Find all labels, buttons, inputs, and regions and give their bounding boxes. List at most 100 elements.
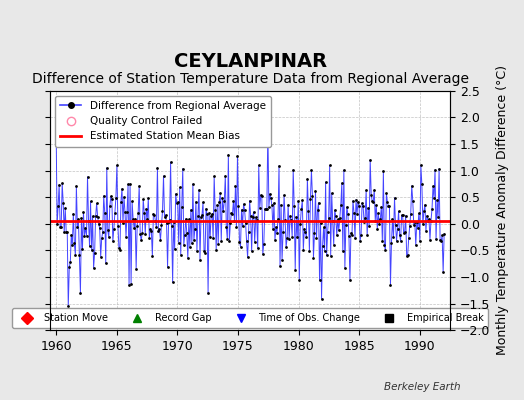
- Point: [377, 204, 386, 210]
- Point: [215, 199, 223, 206]
- Point: [345, 233, 353, 239]
- Point: [422, 228, 430, 234]
- Point: [426, 236, 434, 243]
- Point: [347, 230, 355, 236]
- Point: [392, 238, 401, 244]
- Point: [118, 186, 126, 192]
- Point: [296, 221, 304, 227]
- Point: [303, 176, 312, 182]
- Point: [233, 153, 242, 159]
- Point: [191, 226, 199, 232]
- Point: [190, 237, 198, 243]
- Point: [178, 204, 186, 210]
- Point: [344, 211, 352, 218]
- Point: [203, 211, 211, 217]
- Point: [398, 212, 407, 218]
- Text: Difference of Station Temperature Data from Regional Average: Difference of Station Temperature Data f…: [31, 72, 468, 86]
- Text: CEYLANPINAR: CEYLANPINAR: [173, 52, 326, 72]
- Point: [242, 220, 250, 226]
- Point: [104, 227, 112, 234]
- Point: [280, 192, 288, 198]
- Point: [401, 212, 410, 219]
- Point: [264, 126, 272, 132]
- Point: [359, 203, 367, 210]
- Point: [285, 236, 293, 242]
- Point: [113, 162, 121, 168]
- Point: [91, 213, 100, 220]
- Point: [385, 203, 394, 209]
- Point: [52, 125, 60, 131]
- Point: [420, 208, 428, 215]
- Point: [70, 240, 79, 246]
- Point: [208, 211, 216, 217]
- Point: [228, 211, 237, 218]
- Point: [171, 190, 180, 197]
- Point: [313, 207, 322, 214]
- Point: [256, 204, 264, 211]
- Point: [194, 212, 202, 219]
- Point: [245, 197, 254, 204]
- Point: [166, 216, 174, 223]
- Point: [214, 241, 222, 248]
- Point: [202, 206, 210, 212]
- Point: [159, 173, 168, 179]
- Point: [302, 234, 311, 240]
- Point: [259, 240, 268, 247]
- Point: [372, 202, 380, 208]
- Point: [321, 179, 330, 185]
- Point: [78, 246, 86, 252]
- Point: [112, 194, 120, 201]
- Point: [388, 216, 397, 222]
- Point: [363, 232, 372, 238]
- Point: [181, 232, 189, 238]
- Point: [427, 217, 435, 224]
- Point: [131, 216, 139, 222]
- Point: [307, 167, 315, 174]
- Point: [351, 234, 359, 241]
- Point: [243, 238, 251, 245]
- Point: [408, 182, 416, 189]
- Point: [107, 196, 116, 202]
- Point: [144, 195, 152, 201]
- Point: [429, 183, 437, 190]
- Point: [301, 229, 310, 236]
- Point: [354, 198, 362, 205]
- Point: [119, 220, 127, 226]
- Point: [410, 222, 418, 228]
- Point: [234, 203, 243, 209]
- Point: [162, 220, 171, 226]
- Point: [425, 216, 433, 222]
- Point: [115, 244, 123, 251]
- Point: [182, 216, 190, 222]
- Point: [66, 259, 74, 266]
- Point: [92, 200, 101, 207]
- Point: [383, 199, 391, 205]
- Point: [424, 218, 432, 224]
- Point: [376, 216, 385, 222]
- Point: [83, 174, 92, 180]
- Point: [248, 214, 257, 220]
- Point: [173, 199, 182, 205]
- Point: [362, 187, 370, 194]
- Point: [278, 256, 286, 263]
- Point: [288, 234, 297, 240]
- Point: [145, 235, 154, 241]
- Point: [230, 218, 238, 224]
- Point: [102, 260, 110, 266]
- Point: [371, 218, 379, 224]
- Point: [63, 229, 71, 236]
- Point: [141, 231, 149, 237]
- Point: [74, 216, 83, 223]
- Point: [287, 217, 296, 223]
- Point: [364, 205, 373, 211]
- Point: [260, 206, 269, 212]
- Point: [151, 218, 160, 224]
- Point: [275, 162, 283, 169]
- Point: [283, 235, 291, 242]
- Point: [391, 222, 400, 228]
- Point: [93, 214, 102, 220]
- Point: [360, 218, 368, 225]
- Point: [224, 151, 233, 158]
- Point: [322, 252, 331, 258]
- Point: [246, 213, 255, 219]
